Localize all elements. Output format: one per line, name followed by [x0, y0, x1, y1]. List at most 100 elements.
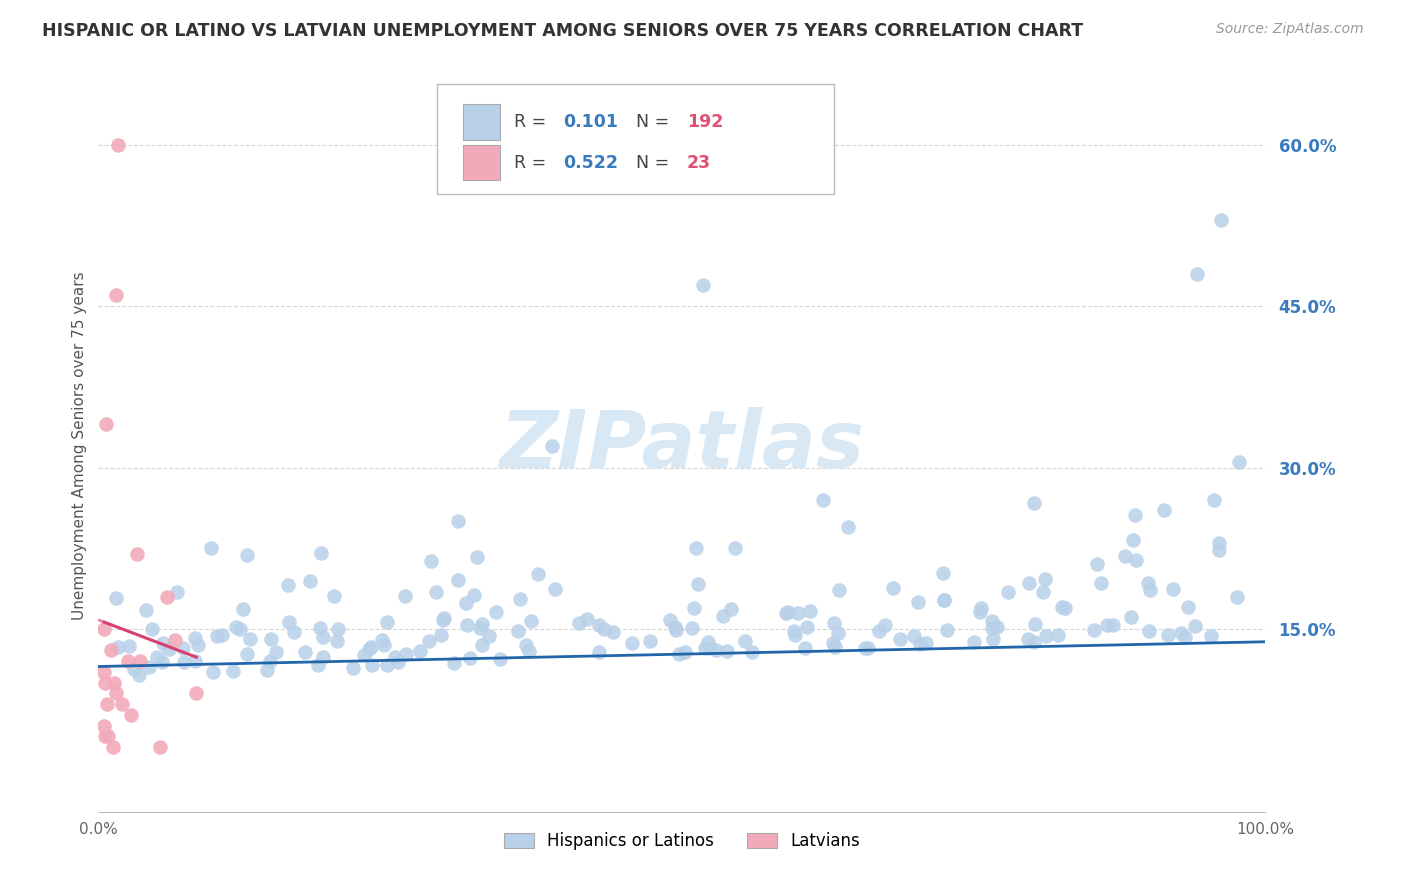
Point: [1085, 558, 1108, 572]
Point: [696, 635, 718, 649]
Point: [103, 740, 125, 755]
Point: [308, 621, 330, 635]
Point: [236, 548, 259, 562]
Point: [277, 615, 299, 629]
Point: [122, 662, 145, 676]
Legend: Hispanics or Latinos, Latvians: Hispanics or Latinos, Latvians: [495, 823, 869, 858]
Point: [222, 664, 245, 678]
Point: [425, 585, 447, 599]
Point: [468, 621, 491, 635]
Point: [1170, 626, 1192, 640]
Point: [418, 634, 440, 648]
Point: [828, 583, 851, 598]
Point: [824, 640, 846, 655]
Point: [776, 605, 799, 619]
Point: [1125, 553, 1147, 567]
Point: [685, 541, 707, 556]
Point: [239, 632, 262, 647]
Point: [693, 640, 716, 655]
Point: [443, 656, 465, 670]
Point: [793, 640, 815, 655]
Point: [775, 606, 797, 620]
Point: [741, 645, 763, 659]
Point: [229, 622, 252, 636]
Point: [236, 647, 259, 661]
Point: [515, 638, 537, 652]
Point: [963, 634, 986, 648]
Point: [673, 645, 696, 659]
Text: N =: N =: [637, 113, 675, 131]
Point: [360, 658, 382, 673]
Point: [1017, 632, 1039, 647]
Point: [259, 654, 281, 668]
Point: [856, 640, 879, 655]
Point: [799, 604, 821, 618]
Point: [141, 623, 163, 637]
Point: [711, 608, 734, 623]
Point: [211, 628, 233, 642]
Point: [734, 634, 756, 648]
Point: [824, 615, 846, 630]
Point: [93, 730, 115, 744]
Point: [96, 417, 118, 432]
Point: [433, 610, 456, 624]
Point: [375, 615, 398, 629]
Point: [477, 629, 499, 643]
Point: [997, 585, 1019, 599]
Point: [1095, 618, 1118, 632]
Point: [981, 632, 1004, 646]
Point: [94, 675, 117, 690]
Point: [103, 675, 125, 690]
Point: [93, 665, 115, 679]
Point: [683, 601, 706, 615]
Point: [149, 740, 172, 755]
Text: R =: R =: [513, 154, 551, 172]
Point: [129, 654, 152, 668]
Point: [665, 624, 688, 638]
Text: 0.522: 0.522: [562, 154, 617, 172]
FancyBboxPatch shape: [437, 84, 834, 194]
Point: [1119, 610, 1142, 624]
Point: [184, 631, 207, 645]
Point: [568, 615, 591, 630]
Point: [1024, 616, 1046, 631]
Point: [277, 577, 299, 591]
Point: [969, 605, 991, 619]
FancyBboxPatch shape: [463, 104, 501, 139]
Text: N =: N =: [637, 154, 675, 172]
Point: [509, 592, 531, 607]
Point: [908, 637, 931, 651]
Point: [588, 645, 610, 659]
Point: [353, 648, 375, 662]
Point: [1139, 583, 1161, 598]
Point: [704, 642, 727, 657]
Point: [375, 657, 398, 672]
Point: [107, 137, 129, 152]
Point: [283, 624, 305, 639]
Point: [980, 614, 1002, 628]
Point: [187, 638, 209, 652]
Point: [485, 605, 508, 619]
Point: [543, 582, 565, 596]
Point: [489, 651, 512, 665]
Point: [96, 697, 118, 711]
Point: [1137, 576, 1160, 591]
Point: [1204, 493, 1226, 508]
Point: [1211, 213, 1233, 227]
Point: [986, 620, 1008, 634]
Point: [111, 697, 134, 711]
Point: [298, 574, 321, 588]
Point: [1033, 572, 1056, 586]
Point: [202, 665, 225, 679]
Point: [1032, 584, 1054, 599]
Point: [432, 613, 454, 627]
Point: [1054, 601, 1077, 615]
Point: [914, 636, 936, 650]
Point: [172, 640, 194, 655]
Point: [105, 288, 128, 302]
Point: [128, 667, 150, 681]
Point: [384, 650, 406, 665]
Point: [458, 651, 481, 665]
Point: [323, 590, 346, 604]
Point: [152, 636, 174, 650]
